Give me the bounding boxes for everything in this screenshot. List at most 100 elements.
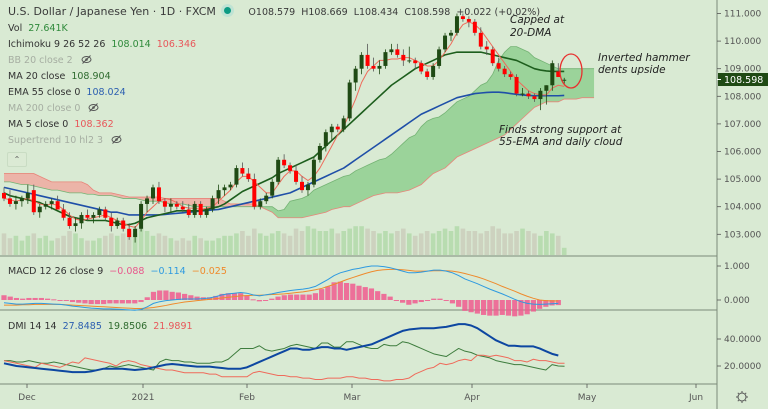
candle <box>180 201 185 213</box>
candle <box>317 143 322 163</box>
volume-bar <box>246 235 251 255</box>
candle <box>556 63 561 77</box>
ma200-label: MA 200 close 0 <box>8 103 81 114</box>
candle-body <box>192 203 197 215</box>
legend-ma5[interactable]: MA 5 close 0 108.362 <box>8 119 114 131</box>
legend-bb[interactable]: BB 20 close 2 <box>8 55 92 67</box>
candle <box>443 32 448 53</box>
vol-value: 27.641K <box>28 23 68 34</box>
macd-histogram-bar <box>262 300 269 301</box>
ema55-value: 108.024 <box>86 87 126 98</box>
candle-body <box>401 54 406 61</box>
candle-body <box>443 35 448 50</box>
candle <box>49 198 54 210</box>
volume-bar <box>61 235 66 255</box>
candle <box>335 123 340 133</box>
candle-body <box>258 201 263 207</box>
candle <box>389 43 394 55</box>
ema55-label: EMA 55 close 0 <box>8 87 81 98</box>
volume-bar <box>389 233 394 255</box>
gear-icon[interactable] <box>737 392 747 402</box>
legend-ichimoku[interactable]: Ichimoku 9 26 52 26 108.014 106.346 <box>8 39 196 51</box>
volume-bar <box>192 235 198 255</box>
macd-histogram-bar <box>57 300 63 301</box>
macd-histogram-bar <box>412 300 418 304</box>
candle-body <box>151 187 155 199</box>
legend-ma20[interactable]: MA 20 close 108.904 <box>8 71 111 83</box>
macd-histogram-bar <box>474 300 480 314</box>
ohlc-low: L108.434 <box>353 7 399 18</box>
candle-body <box>234 168 239 185</box>
settings-button[interactable] <box>736 391 748 403</box>
legend-dmi[interactable]: DMI 14 14 27.8485 19.8506 21.9891 <box>8 321 193 333</box>
chart-header: U.S. Dollar / Japanese Yen · 1D · FXCM O… <box>8 6 540 19</box>
macd-histogram-bar <box>319 289 325 300</box>
candle <box>61 203 66 221</box>
candle <box>121 217 126 232</box>
hidden-eye-icon[interactable] <box>81 55 92 64</box>
collapse-legend-button[interactable]: ⌃ <box>7 152 27 167</box>
candle <box>323 129 328 152</box>
candle <box>377 60 382 75</box>
candle-body <box>544 85 549 91</box>
candle <box>139 201 144 232</box>
candle-body <box>139 203 144 229</box>
candle <box>37 203 42 218</box>
macd-histogram-bar <box>82 300 88 304</box>
candle <box>97 206 102 218</box>
price-axis[interactable]: 111.000 110.000 109.000 108.000 107.000 106.0… <box>717 10 761 373</box>
candle <box>127 223 132 240</box>
macd-histogram-bar <box>518 300 524 316</box>
volume-bar <box>287 235 293 255</box>
volume-bar <box>97 238 102 255</box>
symbol-title[interactable]: U.S. Dollar / Japanese Yen · 1D · FXCM <box>8 5 216 18</box>
volume-bar <box>216 238 221 255</box>
time-axis[interactable]: Dec 2021 Feb Mar Apr May Jun <box>18 384 703 403</box>
ohlc-values: O108.579 H108.669 L108.434 C108.598 +0.0… <box>248 7 540 18</box>
macd-histogram-bar <box>499 300 505 315</box>
dmi-adx-line <box>3 323 559 374</box>
candle-body <box>305 184 310 191</box>
legend-vol[interactable]: Vol 27.641K <box>8 23 68 35</box>
volume-bar <box>162 235 168 255</box>
candle <box>526 90 531 100</box>
macd-histogram-bar <box>113 300 119 304</box>
volume-bar <box>371 231 376 255</box>
legend-ema55[interactable]: EMA 55 close 0 108.024 <box>8 87 126 99</box>
candle-body <box>383 52 388 66</box>
volume-bar <box>85 240 90 255</box>
volume-bar <box>526 231 531 255</box>
macd-histogram-bar <box>368 288 375 300</box>
macd-histogram-bar <box>76 300 82 303</box>
candle <box>204 206 209 218</box>
candle-body <box>156 187 161 202</box>
volume-bar <box>150 235 156 255</box>
annotation-capped-line1: Capped at <box>510 14 565 26</box>
candle-body <box>419 63 424 72</box>
hidden-eye-icon[interactable] <box>111 135 122 144</box>
last-price-tag-bg <box>718 73 768 86</box>
candle-body <box>478 32 483 47</box>
macd-histogram-bar <box>331 282 337 300</box>
chevron-up-icon[interactable]: ⌃ <box>13 155 21 164</box>
dmi-plus-value: 19.8506 <box>107 321 148 332</box>
volume-bar <box>275 231 281 255</box>
candle-body <box>73 223 78 227</box>
macd-histogram-bar <box>182 293 188 300</box>
legend-ma200[interactable]: MA 200 close 0 <box>8 103 99 115</box>
volume-bar <box>228 235 233 255</box>
volume-bar <box>174 240 180 255</box>
legend-supertrend[interactable]: Supertrend 10 hl2 3 <box>8 135 122 147</box>
volume-bar <box>454 226 460 255</box>
last-price-value: 108.598 <box>724 75 763 86</box>
candle <box>454 13 459 36</box>
ichimoku-cloud <box>4 46 595 219</box>
legend-macd[interactable]: MACD 12 26 close 9 −0.088 −0.114 −0.025 <box>8 266 227 278</box>
macd-histogram-bar <box>418 300 424 303</box>
macd-histogram-bar <box>206 297 213 300</box>
hidden-eye-icon[interactable] <box>88 103 99 112</box>
volume-bar <box>293 228 299 255</box>
candle <box>413 57 418 69</box>
volume-bar <box>550 233 555 255</box>
